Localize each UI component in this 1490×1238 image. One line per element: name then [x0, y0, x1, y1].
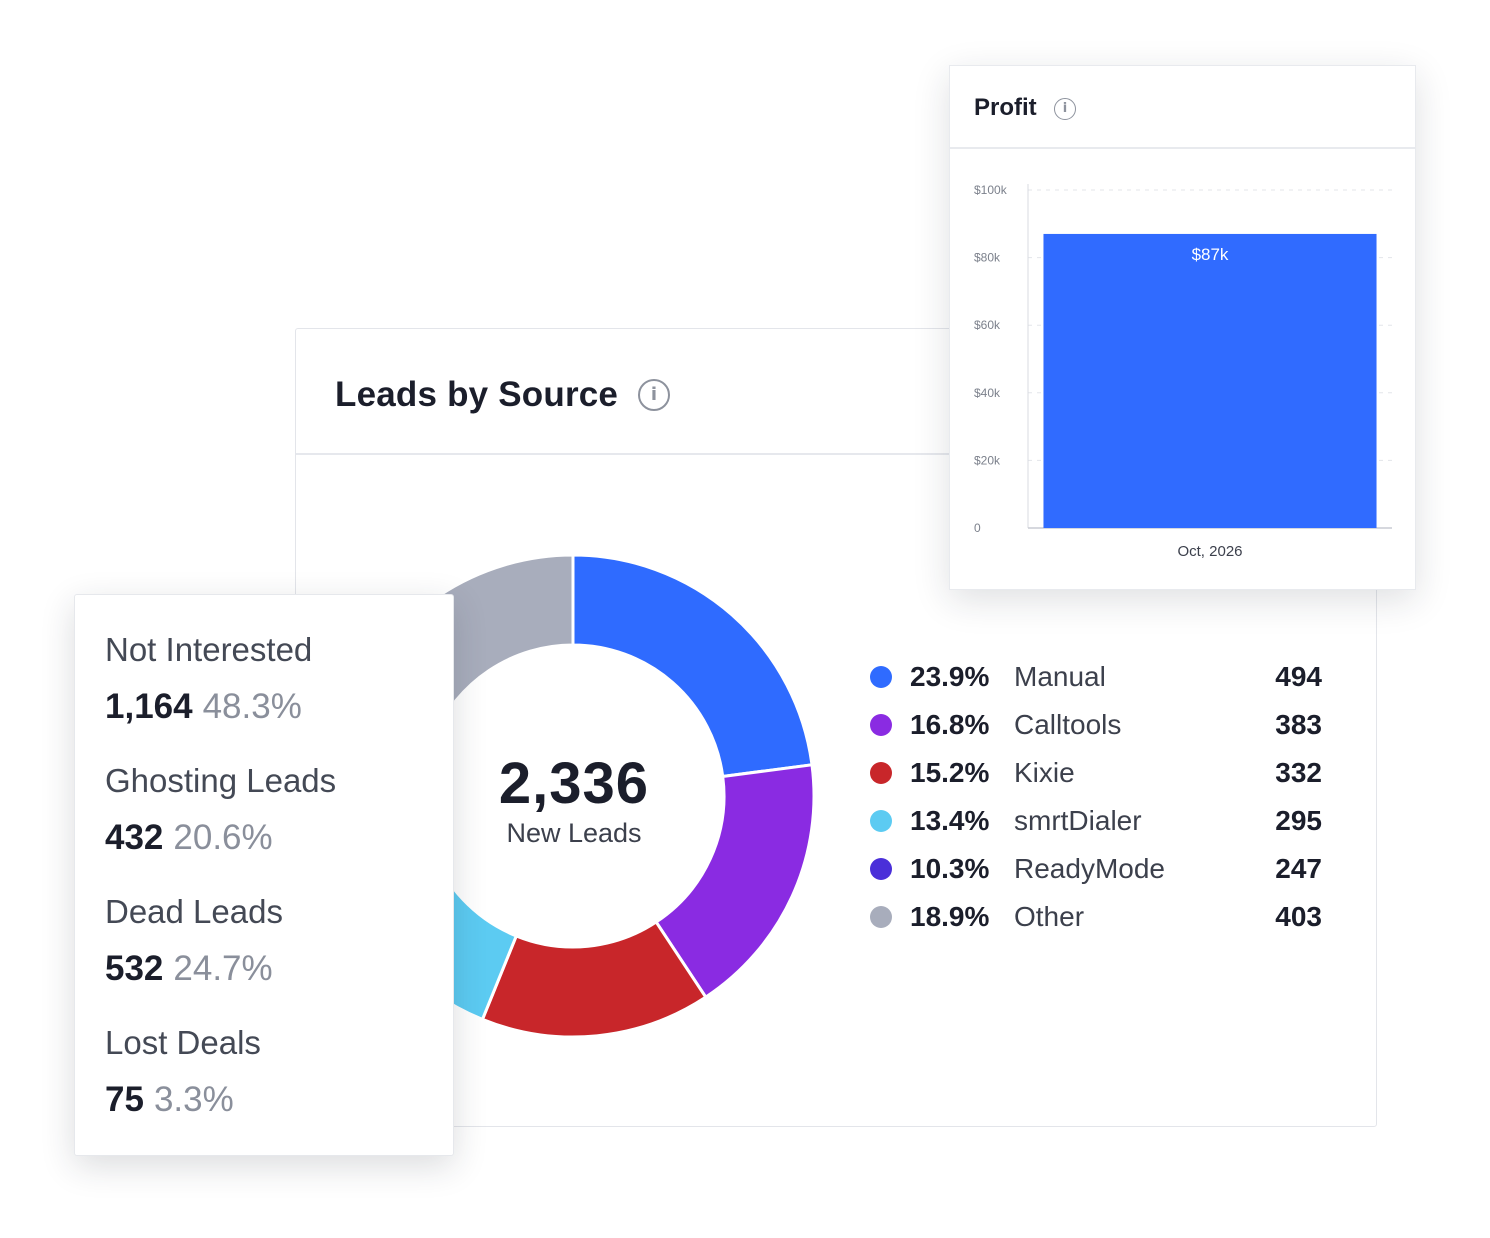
legend-dot — [870, 906, 892, 928]
status-percent: 3.3% — [153, 1080, 234, 1119]
donut-center-value: 2,336 — [498, 751, 650, 816]
lead-status-card: Not Interested 1,164 48.3% Ghosting Leads 43… — [74, 594, 454, 1156]
bar-data-label: $87k — [1192, 245, 1229, 264]
legend-label: smrtDialer — [1014, 805, 1142, 836]
legend-percent: 15.2% — [910, 757, 990, 788]
legend-dot — [870, 666, 892, 688]
status-count: 75 — [105, 1080, 144, 1119]
donut-center-label: New Leads — [506, 818, 642, 848]
legend-percent: 18.9% — [910, 901, 990, 932]
info-icon[interactable]: i — [1054, 98, 1076, 120]
legend-count: 383 — [1275, 709, 1322, 740]
y-tick-label: $20k — [974, 453, 1001, 467]
status-label: Lost Deals — [105, 1024, 261, 1061]
legend-item-smrtdialer[interactable]: 13.4% smrtDialer 295 — [868, 803, 1328, 839]
status-percent: 20.6% — [173, 818, 273, 857]
status-count: 1,164 — [105, 687, 193, 726]
status-stat: 1,164 48.3% — [105, 687, 302, 727]
y-tick-label: $80k — [974, 251, 1001, 265]
legend-label: Manual — [1014, 661, 1106, 692]
legend-item-calltools[interactable]: 16.8% Calltools 383 — [868, 707, 1328, 743]
status-label: Not Interested — [105, 631, 313, 668]
legend-label: Kixie — [1014, 757, 1075, 788]
status-stat: 75 3.3% — [105, 1080, 234, 1120]
y-tick-label: 0 — [974, 521, 981, 535]
profit-bar-chart: 0 $20k $40k $60k $80k $100k $87k Oct, 2026 — [974, 183, 1392, 560]
legend-item-manual[interactable]: 23.9% Manual 494 — [868, 659, 1328, 695]
legend-count: 247 — [1275, 853, 1322, 884]
legend-count: 403 — [1275, 901, 1322, 932]
status-count: 432 — [105, 818, 164, 857]
status-stat: 432 20.6% — [105, 818, 273, 858]
legend-dot — [870, 762, 892, 784]
legend-count: 332 — [1275, 757, 1322, 788]
status-label: Ghosting Leads — [105, 762, 337, 799]
leads-card-title: Leads by Source — [335, 375, 619, 414]
legend-label: ReadyMode — [1014, 853, 1165, 884]
y-tick-label: $60k — [974, 318, 1001, 332]
profit-card-header: Profit i — [950, 66, 1415, 149]
legend-count: 494 — [1275, 661, 1322, 692]
donut-slice-manual[interactable] — [571, 553, 814, 779]
legend-item-readymode[interactable]: 10.3% ReadyMode 247 — [868, 851, 1328, 887]
status-percent: 48.3% — [202, 687, 302, 726]
legend-label: Calltools — [1014, 709, 1122, 740]
legend-percent: 23.9% — [910, 661, 990, 692]
profit-bar[interactable] — [1043, 233, 1377, 528]
status-percent: 24.7% — [173, 949, 273, 988]
profit-card: Profit i 0 $20k $40k $60k $80k $100k $87k Oct, … — [949, 65, 1416, 590]
profit-card-title: Profit — [974, 94, 1037, 121]
legend-dot — [870, 810, 892, 832]
legend-label: Other — [1014, 901, 1085, 932]
status-stat: 532 24.7% — [105, 949, 273, 989]
legend-percent: 16.8% — [910, 709, 990, 740]
status-count: 532 — [105, 949, 164, 988]
status-label: Dead Leads — [105, 893, 283, 930]
y-tick-label: $40k — [974, 386, 1001, 400]
legend-percent: 13.4% — [910, 805, 990, 836]
info-icon[interactable]: i — [638, 379, 670, 411]
x-tick-label: Oct, 2026 — [1177, 543, 1242, 560]
legend-item-other[interactable]: 18.9% Other 403 — [868, 899, 1328, 935]
legend-item-kixie[interactable]: 15.2% Kixie 332 — [868, 755, 1328, 791]
leads-card-header: Leads by Source i — [296, 329, 1376, 455]
legend-count: 295 — [1275, 805, 1322, 836]
legend-percent: 10.3% — [910, 853, 990, 884]
y-tick-label: $100k — [974, 183, 1008, 197]
legend-dot — [870, 714, 892, 736]
legend-dot — [870, 858, 892, 880]
